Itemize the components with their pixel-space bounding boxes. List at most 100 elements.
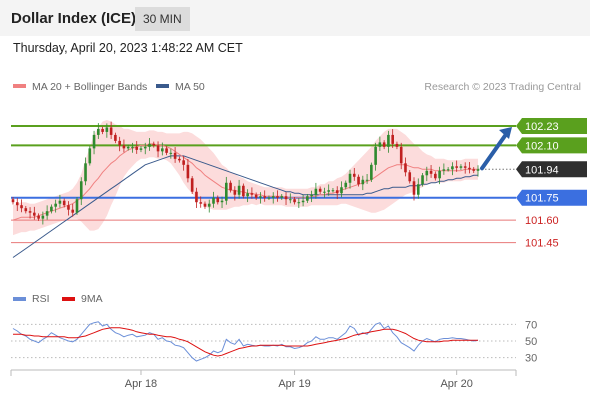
level-label-tag bbox=[516, 161, 587, 178]
interval-button[interactable]: 30 MIN bbox=[135, 7, 190, 31]
ma20-line bbox=[12, 143, 478, 221]
candle-body bbox=[28, 211, 32, 213]
candle-body bbox=[33, 212, 36, 216]
candle-body bbox=[190, 178, 194, 192]
candle-body bbox=[186, 164, 190, 179]
x-axis-labels: Apr 18 Apr 19 Apr 20 bbox=[125, 370, 473, 390]
candle-body bbox=[84, 163, 87, 182]
candle-body bbox=[20, 205, 23, 209]
x-tick-label: Apr 18 bbox=[125, 378, 157, 390]
candle-body bbox=[335, 190, 339, 194]
candle-body bbox=[331, 190, 335, 192]
candle-body bbox=[463, 166, 467, 168]
candle-body bbox=[267, 197, 271, 199]
candle-body bbox=[293, 199, 296, 203]
candle-body bbox=[378, 142, 382, 147]
x-tick-label: Apr 19 bbox=[278, 378, 310, 390]
ma50-legend-label: MA 50 bbox=[175, 81, 205, 93]
candle-body bbox=[71, 209, 75, 213]
candle-body bbox=[344, 182, 348, 188]
candle-body bbox=[254, 194, 258, 198]
candle-body bbox=[242, 185, 245, 197]
candle-body bbox=[148, 143, 151, 147]
forecast-arrow-head bbox=[499, 126, 512, 139]
candle-body bbox=[156, 145, 160, 152]
candle-body bbox=[58, 200, 62, 204]
rsi-tick-label: 50 bbox=[525, 336, 537, 348]
candle-body bbox=[408, 172, 412, 182]
candle-body bbox=[118, 140, 121, 146]
candle-body bbox=[122, 145, 126, 149]
candle-body bbox=[233, 190, 237, 195]
candle-body bbox=[143, 146, 147, 149]
candle-body bbox=[442, 169, 446, 171]
level-label: 101.45 bbox=[525, 238, 559, 250]
candle-body bbox=[399, 146, 403, 164]
candle-body bbox=[114, 134, 117, 141]
level-label: 101.75 bbox=[525, 193, 559, 205]
candle-body bbox=[301, 200, 305, 203]
candle-body bbox=[45, 211, 49, 216]
candle-body bbox=[195, 191, 198, 203]
candle-body bbox=[182, 160, 185, 165]
level-label: 102.10 bbox=[525, 140, 559, 152]
candle-body bbox=[37, 215, 40, 219]
chart-header: Dollar Index (ICE) 30 MIN bbox=[0, 0, 590, 36]
candle-body bbox=[88, 148, 92, 164]
candle-body bbox=[323, 191, 326, 193]
candle-body bbox=[297, 202, 301, 204]
candle-body bbox=[11, 199, 15, 203]
candle-body bbox=[391, 134, 394, 144]
candle-body bbox=[284, 196, 288, 200]
ma50-line bbox=[12, 155, 478, 258]
candle-body bbox=[446, 169, 450, 171]
timestamp: Thursday, April 20, 2023 1:48:22 AM CET bbox=[13, 41, 243, 55]
candle-body bbox=[126, 146, 130, 149]
candle-body bbox=[62, 200, 66, 206]
candle-body bbox=[357, 176, 360, 185]
ma20-legend-label: MA 20 + Bollinger Bands bbox=[32, 81, 147, 93]
ma20-legend-swatch bbox=[13, 84, 26, 88]
rsi-legend-label: RSI bbox=[32, 293, 50, 305]
candle-body bbox=[199, 202, 203, 204]
candle-body bbox=[263, 196, 267, 198]
rsi-tick-label: 30 bbox=[525, 353, 537, 365]
candle-body bbox=[404, 163, 407, 173]
bollinger-band bbox=[13, 120, 478, 236]
candle-body bbox=[131, 146, 134, 148]
candle-body bbox=[79, 181, 83, 200]
candle-body bbox=[318, 188, 322, 192]
candle-body bbox=[382, 142, 386, 147]
rsi-plot: 70 50 30 bbox=[11, 319, 537, 365]
rsi-tick-label: 70 bbox=[525, 319, 537, 331]
candle-body bbox=[50, 206, 53, 212]
candle-body bbox=[54, 203, 57, 207]
candle-body bbox=[41, 215, 45, 219]
candle-body bbox=[468, 167, 471, 170]
candle-body bbox=[250, 193, 254, 195]
candle-body bbox=[429, 170, 433, 174]
candle-body bbox=[416, 184, 420, 195]
candle-body bbox=[169, 152, 173, 154]
candle-body bbox=[352, 173, 356, 177]
candle-body bbox=[271, 196, 275, 198]
candle-body bbox=[75, 199, 79, 213]
rsi-line bbox=[12, 321, 479, 362]
candle-body bbox=[24, 208, 28, 212]
level-label: 102.23 bbox=[525, 121, 559, 133]
candle-body bbox=[212, 197, 215, 204]
rsi-ma-legend-swatch bbox=[62, 297, 75, 301]
candle-body bbox=[152, 143, 156, 146]
candle-body bbox=[361, 179, 365, 185]
candle-body bbox=[220, 200, 224, 203]
price-plot: 102.23 102.10 101.94 101.75 101.60 101.45 bbox=[11, 117, 587, 258]
candle-body bbox=[165, 148, 168, 153]
level-label-tag bbox=[516, 117, 587, 134]
candle-body bbox=[259, 196, 262, 198]
candle-body bbox=[139, 148, 143, 150]
candle-body bbox=[370, 164, 373, 180]
candle-body bbox=[476, 169, 480, 171]
candle-body bbox=[374, 146, 377, 165]
candle-body bbox=[434, 173, 437, 179]
